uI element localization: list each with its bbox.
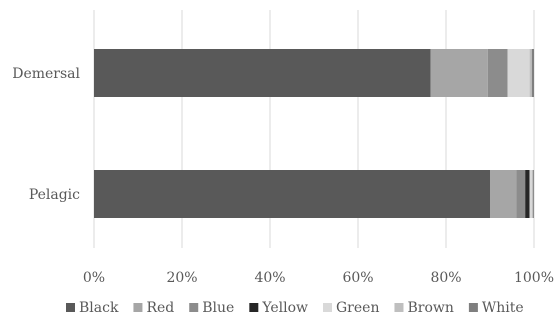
legend-swatch-green (323, 303, 332, 312)
legend-swatch-white (468, 303, 478, 312)
legend-label-brown: Brown (407, 300, 453, 316)
x-tick-label: 40% (254, 270, 285, 286)
x-tick-label: 20% (166, 270, 197, 286)
legend-swatch-red (133, 303, 143, 312)
bar-segment-pelagic-white (533, 170, 534, 218)
bars (94, 49, 534, 218)
y-category-label: Demersal (12, 66, 80, 82)
bar-segment-pelagic-blue (516, 170, 526, 218)
legend-label-white: White (482, 300, 524, 316)
y-category-label: Pelagic (29, 187, 80, 203)
axes: 0% 20% 40% 60% 80% 100% Demersal Pelagic (12, 66, 554, 286)
legend-swatch-blue (189, 303, 199, 312)
legend-swatch-black (66, 303, 75, 312)
x-tick-label: 60% (342, 270, 373, 286)
x-tick-label: 100% (514, 270, 554, 286)
x-tick-label: 80% (430, 270, 461, 286)
x-tick-label: 0% (83, 270, 105, 286)
legend-label-black: Black (79, 300, 119, 316)
bar-segment-demersal-blue (487, 49, 508, 97)
legend-swatch-brown (394, 303, 404, 312)
bar-segment-demersal-brown (529, 49, 532, 97)
bar-segment-pelagic-yellow (525, 170, 530, 218)
bar-segment-demersal-white (531, 49, 534, 97)
bar-segment-pelagic-brown (531, 170, 534, 218)
bar-segment-pelagic-black (94, 170, 490, 218)
legend: Black Red Blue Yellow Green Brown White (66, 300, 524, 316)
legend-label-red: Red (146, 300, 174, 316)
bar-segment-demersal-black (94, 49, 431, 97)
bar-segment-pelagic-red (490, 170, 517, 218)
legend-swatch-yellow (249, 303, 259, 312)
bar-segment-demersal-green (507, 49, 530, 97)
bar-segment-pelagic-green (529, 170, 532, 218)
legend-label-yellow: Yellow (261, 300, 308, 316)
bar-segment-demersal-red (430, 49, 488, 97)
legend-label-green: Green (336, 300, 379, 316)
legend-label-blue: Blue (202, 300, 234, 316)
